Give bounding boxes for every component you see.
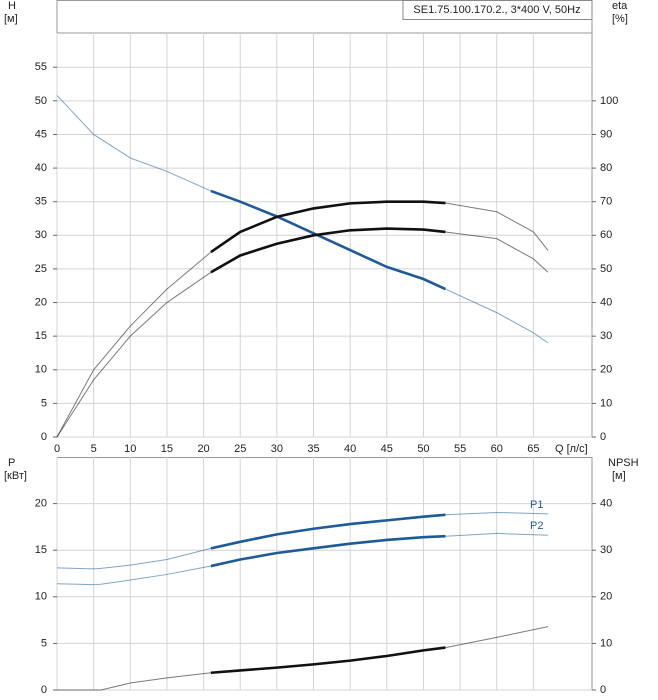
y-tick-label: 20 [35, 296, 47, 308]
x-tick-label: 5 [91, 443, 97, 455]
y2-tick-label: 50 [600, 263, 612, 275]
y-tick-label: 55 [35, 61, 47, 73]
x-tick-label: 65 [527, 443, 539, 455]
y-unit: [кВт] [4, 470, 27, 482]
y-unit: [м] [4, 13, 18, 25]
y-tick-label: 40 [35, 162, 47, 174]
y-tick-label: 35 [35, 196, 47, 208]
x-tick-label: 20 [197, 443, 209, 455]
y2-tick-label: 90 [600, 128, 612, 140]
chart-title: SE1.75.100.170.2., 3*400 V, 50Hz [413, 4, 580, 16]
title-box [402, 0, 593, 20]
y2-tick-label: 30 [600, 330, 612, 342]
y2-tick-label: 30 [600, 544, 612, 556]
x-tick-label: 50 [417, 443, 429, 455]
top-frame [56, 0, 593, 438]
x-tick-label: 40 [344, 443, 356, 455]
series-label: P2 [530, 520, 543, 532]
curve-operating [210, 189, 446, 291]
x-tick-label: 10 [124, 443, 136, 455]
x-tick-label: 35 [307, 443, 319, 455]
curve-operating [210, 534, 446, 568]
y-tick-label: 30 [35, 229, 47, 241]
curve-operating [210, 200, 446, 254]
y2-tick-label: 70 [600, 196, 612, 208]
x-tick-label: 30 [271, 443, 283, 455]
y-label: P [8, 457, 15, 469]
y2-unit: [%] [612, 13, 628, 25]
y-tick-label: 15 [35, 330, 47, 342]
y2-tick-label: 40 [600, 296, 612, 308]
y-tick-label: 5 [41, 637, 47, 649]
y-tick-label: 10 [35, 591, 47, 603]
x-tick-label: 15 [161, 443, 173, 455]
y2-label: eta [612, 0, 628, 12]
y-tick-label: 15 [35, 544, 47, 556]
y2-tick-label: 20 [600, 364, 612, 376]
y-tick-label: 20 [35, 498, 47, 510]
y2-label: NPSH [608, 457, 639, 469]
y-tick-label: 0 [41, 684, 47, 696]
y-tick-label: 45 [35, 128, 47, 140]
x-tick-label: 60 [491, 443, 503, 455]
curve-operating [210, 227, 446, 274]
x-tick-label: 0 [54, 443, 60, 455]
y-tick-label: 5 [41, 397, 47, 409]
y2-tick-label: 40 [600, 498, 612, 510]
x-label: Q [л/с] [555, 443, 588, 455]
y2-tick-label: 60 [600, 229, 612, 241]
y2-tick-label: 0 [600, 431, 606, 443]
y-label: H [8, 0, 16, 12]
y2-tick-label: 20 [600, 591, 612, 603]
y2-tick-label: 10 [600, 637, 612, 649]
y2-tick-label: 80 [600, 162, 612, 174]
y-tick-label: 0 [41, 431, 47, 443]
series-label: P1 [530, 499, 543, 511]
y2-tick-label: 0 [600, 684, 606, 696]
y-tick-label: 10 [35, 364, 47, 376]
y2-tick-label: 10 [600, 397, 612, 409]
bottom-frame [56, 457, 593, 691]
x-tick-label: 45 [381, 443, 393, 455]
y2-tick-label: 100 [600, 95, 618, 107]
y2-unit: [м] [612, 470, 626, 482]
curve-operating [210, 646, 446, 675]
x-tick-label: 55 [454, 443, 466, 455]
y-tick-label: 25 [35, 263, 47, 275]
x-tick-label: 25 [234, 443, 246, 455]
y-tick-label: 50 [35, 95, 47, 107]
curve-operating [210, 513, 446, 550]
